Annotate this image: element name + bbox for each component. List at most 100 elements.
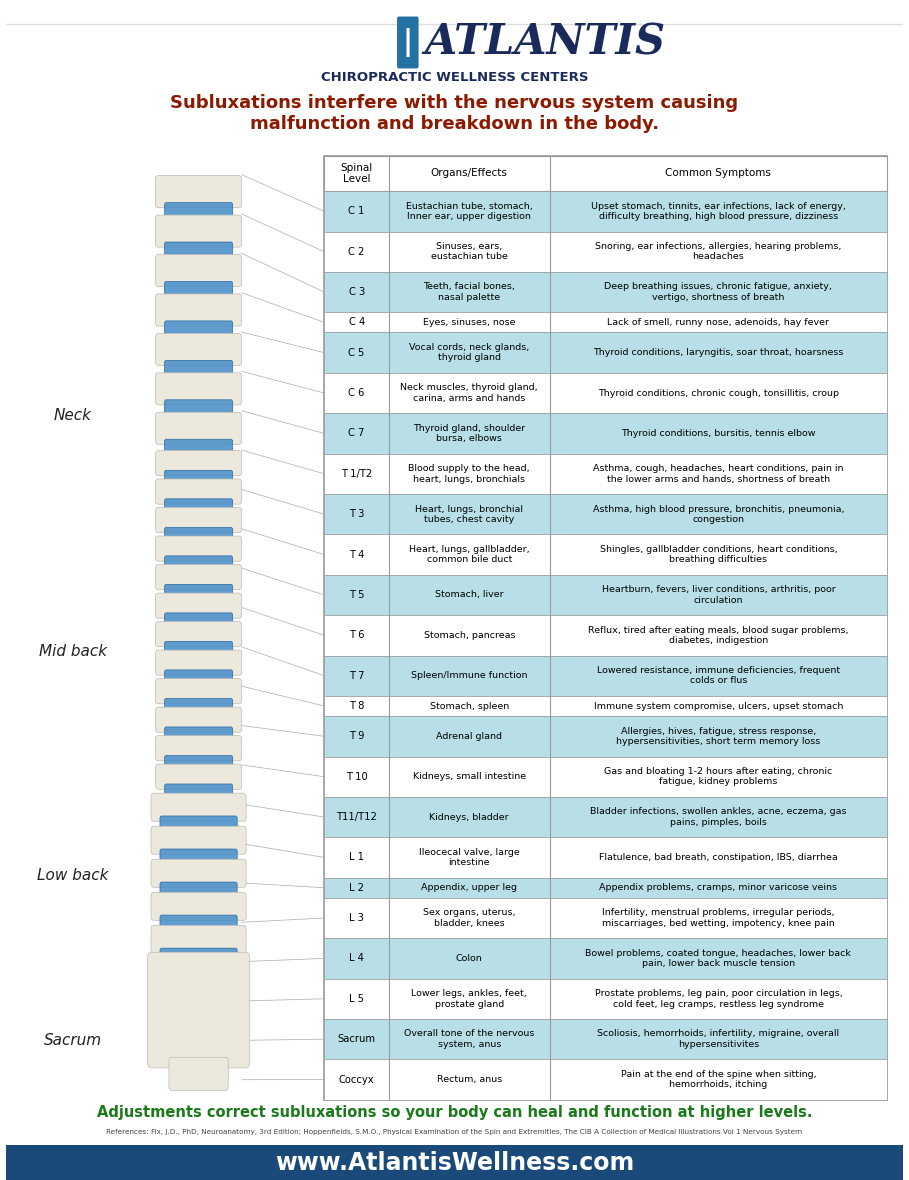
Bar (325, 1020, 887, 1060)
Bar (325, 978, 887, 1020)
Text: Scoliosis, hemorrhoids, infertility, migraine, overall
hypersensitivites: Scoliosis, hemorrhoids, infertility, mig… (597, 1029, 840, 1049)
Text: T 10: T 10 (345, 772, 367, 781)
Bar (325, 696, 887, 716)
Text: Lack of smell, runny nose, adenoids, hay fever: Lack of smell, runny nose, adenoids, hay… (607, 317, 829, 327)
Text: Sacrum: Sacrum (337, 1034, 375, 1044)
FancyBboxPatch shape (155, 507, 242, 532)
Text: Subluxations interfere with the nervous system causing
malfunction and breakdown: Subluxations interfere with the nervous … (171, 94, 738, 132)
Text: Bowel problems, coated tongue, headaches, lower back
pain, lower back muscle ten: Bowel problems, coated tongue, headaches… (585, 949, 852, 968)
Text: www.AtlantisWellness.com: www.AtlantisWellness.com (275, 1152, 634, 1175)
Bar (325, 1060, 887, 1100)
Text: L 1: L 1 (349, 852, 365, 863)
Text: Thyroid gland, shoulder
bursa, elbows: Thyroid gland, shoulder bursa, elbows (414, 424, 525, 444)
Text: CHIROPRACTIC WELLNESS CENTERS: CHIROPRACTIC WELLNESS CENTERS (321, 71, 588, 85)
FancyBboxPatch shape (160, 815, 237, 828)
Text: L 4: L 4 (349, 953, 365, 963)
FancyBboxPatch shape (165, 471, 233, 481)
Text: T11/T12: T11/T12 (336, 812, 377, 822)
FancyBboxPatch shape (165, 400, 233, 413)
FancyBboxPatch shape (155, 765, 242, 789)
FancyBboxPatch shape (155, 334, 242, 366)
Text: Adrenal gland: Adrenal gland (436, 732, 503, 741)
Text: Lowered resistance, immune deficiencies, frequent
colds or flus: Lowered resistance, immune deficiencies,… (597, 666, 840, 686)
FancyBboxPatch shape (165, 439, 233, 453)
FancyBboxPatch shape (155, 564, 242, 590)
FancyBboxPatch shape (155, 536, 242, 562)
Text: Organs/Effects: Organs/Effects (431, 169, 508, 178)
Text: Ileocecal valve, large
intestine: Ileocecal valve, large intestine (419, 847, 520, 867)
Bar (325, 413, 887, 453)
Text: Pain at the end of the spine when sitting,
hemorrhoids, itching: Pain at the end of the spine when sittin… (621, 1070, 816, 1089)
Text: Colon: Colon (456, 953, 483, 963)
Text: Bladder infections, swollen ankles, acne, eczema, gas
pains, pimples, boils: Bladder infections, swollen ankles, acne… (590, 807, 846, 827)
Bar (325, 938, 887, 978)
Text: Upset stomach, tinnits, ear infections, lack of energy,
difficulty breathing, hi: Upset stomach, tinnits, ear infections, … (591, 202, 846, 221)
Text: C 7: C 7 (348, 428, 365, 439)
FancyBboxPatch shape (165, 203, 233, 216)
FancyBboxPatch shape (155, 294, 242, 326)
Text: Stomach, liver: Stomach, liver (435, 590, 504, 599)
FancyBboxPatch shape (165, 612, 233, 624)
Text: C 6: C 6 (348, 388, 365, 398)
Text: Spinal
Level: Spinal Level (341, 163, 373, 184)
Bar (325, 271, 887, 313)
Text: Prostate problems, leg pain, poor circulation in legs,
cold feet, leg cramps, re: Prostate problems, leg pain, poor circul… (594, 989, 843, 1009)
Text: Appendix problems, cramps, minor varicose veins: Appendix problems, cramps, minor varicos… (599, 884, 837, 892)
Bar (325, 615, 887, 656)
Text: Shingles, gallbladder conditions, heart conditions,
breathing difficulties: Shingles, gallbladder conditions, heart … (600, 545, 837, 564)
Text: T 7: T 7 (349, 670, 365, 681)
FancyBboxPatch shape (155, 176, 242, 208)
Bar (325, 156, 887, 1100)
Text: References: Fix, J.D., PhD, Neuroanatomy, 3rd Edition; Hoppenfields, S.M.O., Phy: References: Fix, J.D., PhD, Neuroanatomy… (106, 1128, 803, 1135)
FancyBboxPatch shape (165, 499, 233, 510)
Bar (325, 231, 887, 271)
Bar (325, 756, 887, 796)
FancyBboxPatch shape (397, 17, 418, 68)
Text: C 2: C 2 (348, 247, 365, 257)
Text: T 5: T 5 (349, 590, 365, 599)
Text: Blood supply to the head,
heart, lungs, bronchials: Blood supply to the head, heart, lungs, … (408, 464, 530, 484)
FancyBboxPatch shape (165, 699, 233, 709)
FancyBboxPatch shape (151, 826, 246, 854)
Text: Stomach, pancreas: Stomach, pancreas (424, 631, 515, 640)
Text: Sacrum: Sacrum (44, 1034, 102, 1048)
Text: Snoring, ear infections, allergies, hearing problems,
headaches: Snoring, ear infections, allergies, hear… (595, 242, 842, 262)
Bar (325, 716, 887, 756)
Text: Common Symptoms: Common Symptoms (665, 169, 772, 178)
FancyBboxPatch shape (165, 321, 233, 334)
FancyBboxPatch shape (155, 412, 242, 445)
FancyBboxPatch shape (155, 594, 242, 618)
Text: Allergies, hives, fatigue, stress response,
hypersensitivities, short term memor: Allergies, hives, fatigue, stress respon… (616, 727, 821, 746)
FancyBboxPatch shape (165, 527, 233, 538)
Bar (325, 898, 887, 938)
FancyBboxPatch shape (151, 859, 246, 887)
FancyBboxPatch shape (155, 373, 242, 405)
Text: Mid back: Mid back (39, 644, 107, 658)
Text: Vocal cords, neck glands,
thyroid gland: Vocal cords, neck glands, thyroid gland (409, 343, 529, 362)
FancyBboxPatch shape (165, 282, 233, 295)
Bar (325, 838, 887, 878)
Bar (325, 656, 887, 696)
Text: L 5: L 5 (349, 994, 365, 1004)
FancyBboxPatch shape (147, 952, 250, 1068)
Text: T 1/T2: T 1/T2 (341, 468, 373, 479)
Text: Infertility, menstrual problems, irregular periods,
miscarriages, bed wetting, i: Infertility, menstrual problems, irregul… (602, 909, 834, 927)
Text: Sinuses, ears,
eustachian tube: Sinuses, ears, eustachian tube (431, 242, 508, 262)
Text: L 3: L 3 (349, 913, 365, 923)
FancyBboxPatch shape (155, 479, 242, 504)
Text: Stomach, spleen: Stomach, spleen (430, 702, 509, 710)
FancyBboxPatch shape (165, 727, 233, 738)
Bar (325, 535, 887, 575)
Text: T 3: T 3 (349, 510, 365, 519)
Text: Spleen/Immune function: Spleen/Immune function (411, 671, 527, 680)
Text: C 4: C 4 (348, 317, 365, 327)
Bar (5, 1145, 904, 1180)
Text: Reflux, tired after eating meals, blood sugar problems,
diabetes, indigestion: Reflux, tired after eating meals, blood … (588, 625, 849, 645)
Text: T 8: T 8 (349, 701, 365, 712)
Text: Kidneys, bladder: Kidneys, bladder (429, 813, 509, 821)
FancyBboxPatch shape (155, 622, 242, 647)
Bar (325, 156, 887, 191)
Text: Eyes, sinuses, nose: Eyes, sinuses, nose (423, 317, 515, 327)
Text: Immune system compromise, ulcers, upset stomach: Immune system compromise, ulcers, upset … (594, 702, 844, 710)
FancyBboxPatch shape (151, 925, 246, 953)
